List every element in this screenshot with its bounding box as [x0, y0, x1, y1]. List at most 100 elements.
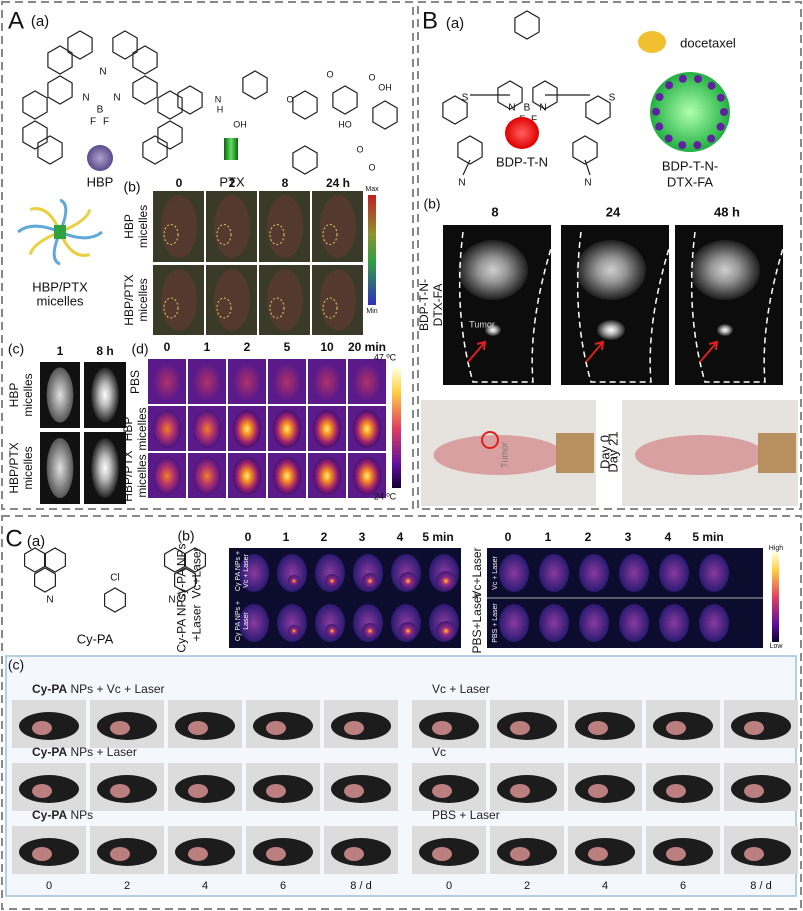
label: 6: [680, 880, 686, 892]
label: 8 / d: [750, 880, 771, 892]
label: 0: [176, 176, 183, 190]
nir-spot: [325, 574, 339, 588]
nir-spot: [362, 623, 378, 639]
mouse-signal: [46, 367, 74, 423]
skin-patch: [588, 784, 608, 798]
bond-ring: [24, 547, 47, 573]
micelle-arm: [17, 224, 61, 234]
nanoparticle-dot: [678, 74, 687, 83]
label: 0: [164, 340, 171, 354]
mouse-signal: [46, 438, 74, 498]
skin-patch: [666, 721, 686, 735]
atom-label: S: [462, 93, 469, 104]
label: Cy-PA NPs: [175, 543, 189, 602]
group-label: Cy-PA NPs + Vc + Laser: [32, 682, 165, 696]
fluor-body: [214, 195, 250, 258]
mouse: [433, 435, 564, 475]
label: (a): [27, 533, 45, 550]
nir-body: [539, 554, 569, 592]
fluor-body: [214, 269, 250, 331]
label: Low: [770, 643, 784, 650]
skin-patch: [432, 721, 452, 735]
fluor-body: [161, 195, 197, 258]
bond-ring: [142, 135, 168, 165]
skin-patch: [588, 721, 608, 735]
skin-patch: [744, 721, 764, 735]
bond-ring: [177, 85, 203, 115]
fluor-body: [161, 269, 197, 331]
label: Cy-PA NPs: [175, 593, 189, 652]
panel-letter: A: [8, 7, 24, 34]
label: 4: [397, 530, 404, 544]
body-outline: [576, 231, 672, 383]
bond-ring: [292, 90, 318, 120]
label: 3: [359, 530, 366, 544]
label: PBS + Laser: [492, 603, 499, 643]
label: (a): [31, 13, 49, 30]
bond-ring: [47, 75, 73, 105]
label: Max: [365, 186, 379, 193]
group-label: Vc + Laser: [432, 682, 490, 696]
group-label-text: NPs + Vc + Laser: [67, 682, 164, 696]
skin-patch: [432, 847, 452, 861]
bond-ring: [103, 587, 127, 613]
tumor-signal: [717, 324, 733, 336]
label: docetaxel: [680, 35, 736, 50]
label: 5 min: [692, 530, 723, 544]
arrow: [467, 340, 487, 363]
atom-label: O: [368, 72, 375, 82]
bond-ring: [33, 567, 57, 593]
label: 4: [665, 530, 672, 544]
nir-spot: [288, 625, 300, 637]
label: (d): [131, 341, 148, 357]
bond-ring: [37, 135, 63, 165]
label: 5 min: [422, 530, 453, 544]
nir-spot: [436, 621, 456, 641]
fluor-spot: [216, 224, 232, 245]
fluor-spot: [269, 297, 285, 319]
group-label: Vc: [432, 745, 446, 759]
thermal-body: [273, 410, 301, 448]
thermal-body: [193, 457, 221, 495]
panel-c-frame: [1, 515, 802, 910]
label: 0: [446, 880, 452, 892]
label: BDP-T-N-: [662, 158, 718, 173]
skin-patch: [666, 784, 686, 798]
atom-label: F: [90, 117, 96, 128]
nir-spot: [399, 572, 417, 590]
nir-body: [659, 554, 689, 592]
nir-body: [659, 604, 689, 642]
atom-label: B: [524, 103, 531, 114]
nir-body: [579, 554, 609, 592]
holder: [758, 433, 796, 473]
thermal-body: [193, 363, 221, 401]
label: Cy PA NPs +: [235, 551, 242, 591]
label: micelles: [135, 407, 149, 450]
group-label-text: NPs + Laser: [67, 745, 137, 759]
thermal-body: [153, 363, 181, 401]
nir-body: [699, 604, 729, 642]
atom-label: N: [584, 178, 591, 189]
skin-patch: [344, 847, 364, 861]
thermal-body: [233, 410, 261, 448]
atom-label: N: [113, 93, 120, 104]
label: 48 h: [714, 204, 740, 219]
label: HBP/PTX: [7, 442, 21, 493]
fluor-spot: [322, 297, 338, 319]
fluor-body: [267, 269, 303, 331]
label: 8 h: [96, 344, 113, 358]
bond-ring: [457, 135, 483, 165]
arrow: [699, 340, 719, 363]
label: BDP-T-N: [496, 154, 548, 169]
atom-label: O: [356, 144, 363, 154]
skin-patch: [744, 784, 764, 798]
nir-body: [239, 604, 269, 642]
label: 3: [625, 530, 632, 544]
skin-patch: [344, 721, 364, 735]
nir-body: [619, 554, 649, 592]
nanoparticle-dot: [652, 107, 661, 116]
atom-label: O: [286, 94, 293, 104]
skin-patch: [266, 721, 286, 735]
label: 2: [321, 530, 328, 544]
fluor-signal: [576, 240, 646, 300]
